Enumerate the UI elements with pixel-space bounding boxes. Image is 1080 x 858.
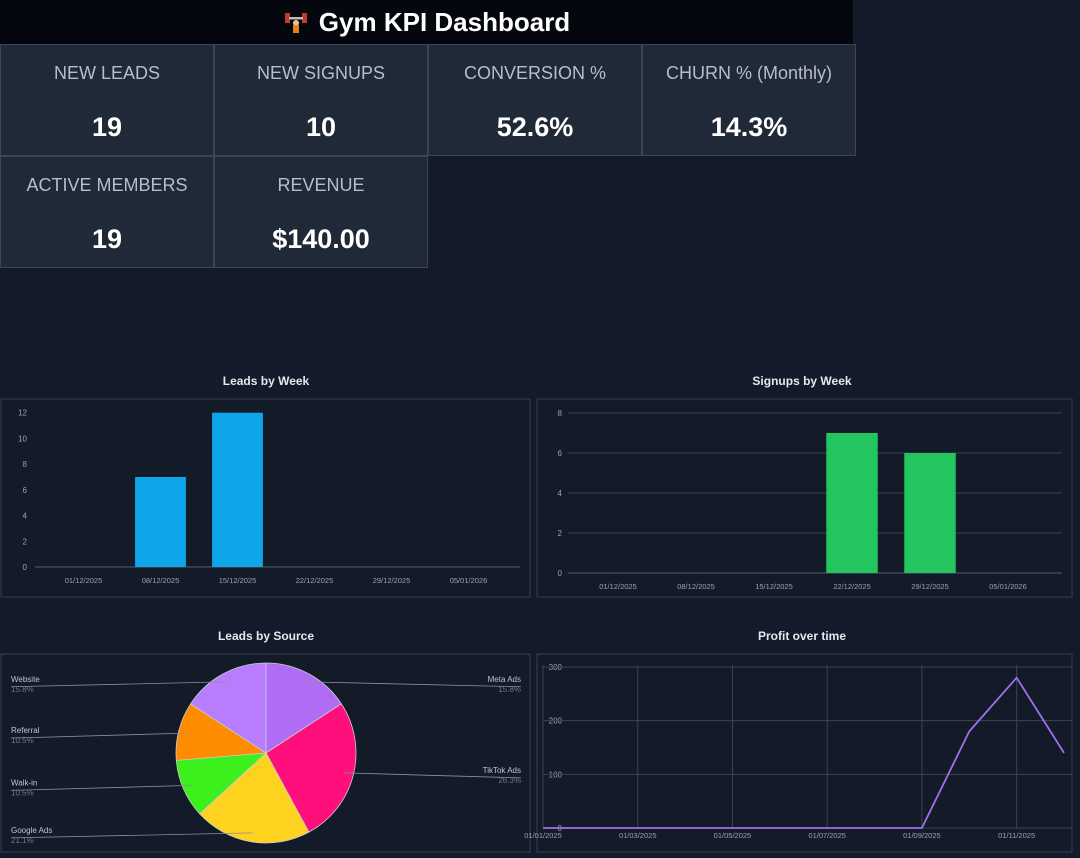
kpi-label: ACTIVE MEMBERS — [26, 175, 188, 195]
y-tick-label: 10 — [18, 434, 27, 443]
pie-label: Meta Ads — [488, 675, 521, 684]
x-tick-label: 22/12/2025 — [296, 576, 334, 585]
pie-value-label: 21.1% — [11, 836, 34, 845]
kpi-card: NEW LEADS 19 — [0, 44, 214, 156]
pie-label: Website — [11, 675, 40, 684]
y-tick-label: 2 — [23, 537, 28, 546]
kpi-value: 10 — [305, 112, 337, 142]
bar — [212, 412, 263, 567]
kpi-card: ACTIVE MEMBERS 19 — [0, 156, 214, 268]
x-tick-label: 01/12/2025 — [65, 576, 103, 585]
y-tick-label: 12 — [18, 409, 27, 418]
chart-panel — [536, 653, 1073, 853]
x-tick-label: 01/05/2025 — [714, 831, 752, 840]
pie-label: Referral — [11, 726, 40, 735]
pie-value-label: 15.8% — [11, 685, 34, 694]
x-tick-label: 22/12/2025 — [833, 582, 871, 591]
pie-slice — [190, 662, 267, 754]
pie-label: Google Ads — [11, 826, 52, 835]
bar — [826, 433, 878, 573]
leader-line — [10, 832, 253, 839]
leader-line — [344, 772, 522, 779]
kpi-label: CONVERSION % — [463, 63, 607, 83]
y-tick-label: 0 — [558, 569, 563, 578]
x-tick-label: 01/07/2025 — [808, 831, 846, 840]
pie-slice — [265, 703, 357, 833]
leader-line — [304, 681, 522, 688]
kpi-label: REVENUE — [277, 175, 365, 195]
leader-line — [10, 732, 188, 739]
x-tick-label: 01/01/2025 — [524, 831, 562, 840]
kpi-card: CONVERSION % 52.6% — [428, 44, 642, 156]
kpi-card: CHURN % (Monthly) 14.3% — [642, 44, 856, 156]
pie-value-label: 26.3% — [498, 776, 521, 785]
chart-title: Signups by Week — [752, 374, 851, 388]
y-tick-label: 4 — [558, 489, 563, 498]
kpi-card: NEW SIGNUPS 10 — [214, 44, 428, 156]
kpi-label: NEW SIGNUPS — [256, 63, 385, 83]
kpi-value: 52.6% — [496, 112, 574, 142]
pie-value-label: 10.5% — [11, 736, 34, 745]
y-tick-label: 2 — [558, 529, 563, 538]
y-tick-label: 8 — [23, 460, 28, 469]
y-tick-label: 8 — [558, 409, 563, 418]
x-tick-label: 01/12/2025 — [599, 582, 637, 591]
leader-line — [10, 785, 192, 791]
kpi-value: 19 — [91, 224, 123, 254]
x-tick-label: 08/12/2025 — [142, 576, 180, 585]
chart-panel — [0, 398, 531, 598]
kpi-value: 14.3% — [710, 112, 788, 142]
title-bar: Gym KPI Dashboard — [0, 0, 853, 44]
pie-value-label: 10.5% — [11, 788, 34, 797]
bar — [904, 453, 956, 573]
pie-slice — [199, 752, 310, 844]
x-tick-label: 05/01/2026 — [450, 576, 488, 585]
kpi-label: NEW LEADS — [53, 63, 161, 83]
kpi-label: CHURN % (Monthly) — [665, 63, 833, 83]
x-tick-label: 29/12/2025 — [373, 576, 411, 585]
x-tick-label: 15/12/2025 — [219, 576, 257, 585]
kpi-card: REVENUE $140.00 — [214, 156, 428, 268]
y-tick-label: 4 — [23, 512, 28, 521]
line — [543, 676, 1065, 829]
pie-label: Walk-in — [11, 778, 37, 787]
x-tick-label: 01/03/2025 — [619, 831, 657, 840]
y-tick-label: 0 — [23, 563, 28, 572]
y-tick-label: 6 — [23, 486, 28, 495]
chart-panel — [536, 398, 1073, 598]
x-tick-label: 05/01/2026 — [989, 582, 1027, 591]
bar — [135, 477, 186, 567]
dashboard-title: Gym KPI Dashboard — [318, 6, 571, 37]
kpi-grid: NEW LEADS 19 NEW SIGNUPS 10 CONVERSION % 52.6… — [0, 44, 856, 268]
pie-label: TikTok Ads — [483, 766, 521, 775]
kpi-value: $140.00 — [272, 224, 370, 254]
x-tick-label: 01/11/2025 — [998, 831, 1035, 840]
chart-title: Leads by Source — [218, 629, 314, 643]
kpi-value: 19 — [91, 112, 123, 142]
pie-value-label: 15.8% — [498, 685, 521, 694]
pie-slice — [265, 662, 342, 754]
y-tick-label: 6 — [558, 449, 563, 458]
chart-title: Leads by Week — [223, 374, 310, 388]
chart-title: Profit over time — [758, 629, 846, 643]
leader-line — [10, 681, 228, 688]
x-tick-label: 08/12/2025 — [677, 582, 715, 591]
x-tick-label: 01/09/2025 — [903, 831, 941, 840]
x-tick-label: 29/12/2025 — [911, 582, 949, 591]
x-tick-label: 15/12/2025 — [755, 582, 793, 591]
dumbbell-icon — [284, 13, 307, 33]
